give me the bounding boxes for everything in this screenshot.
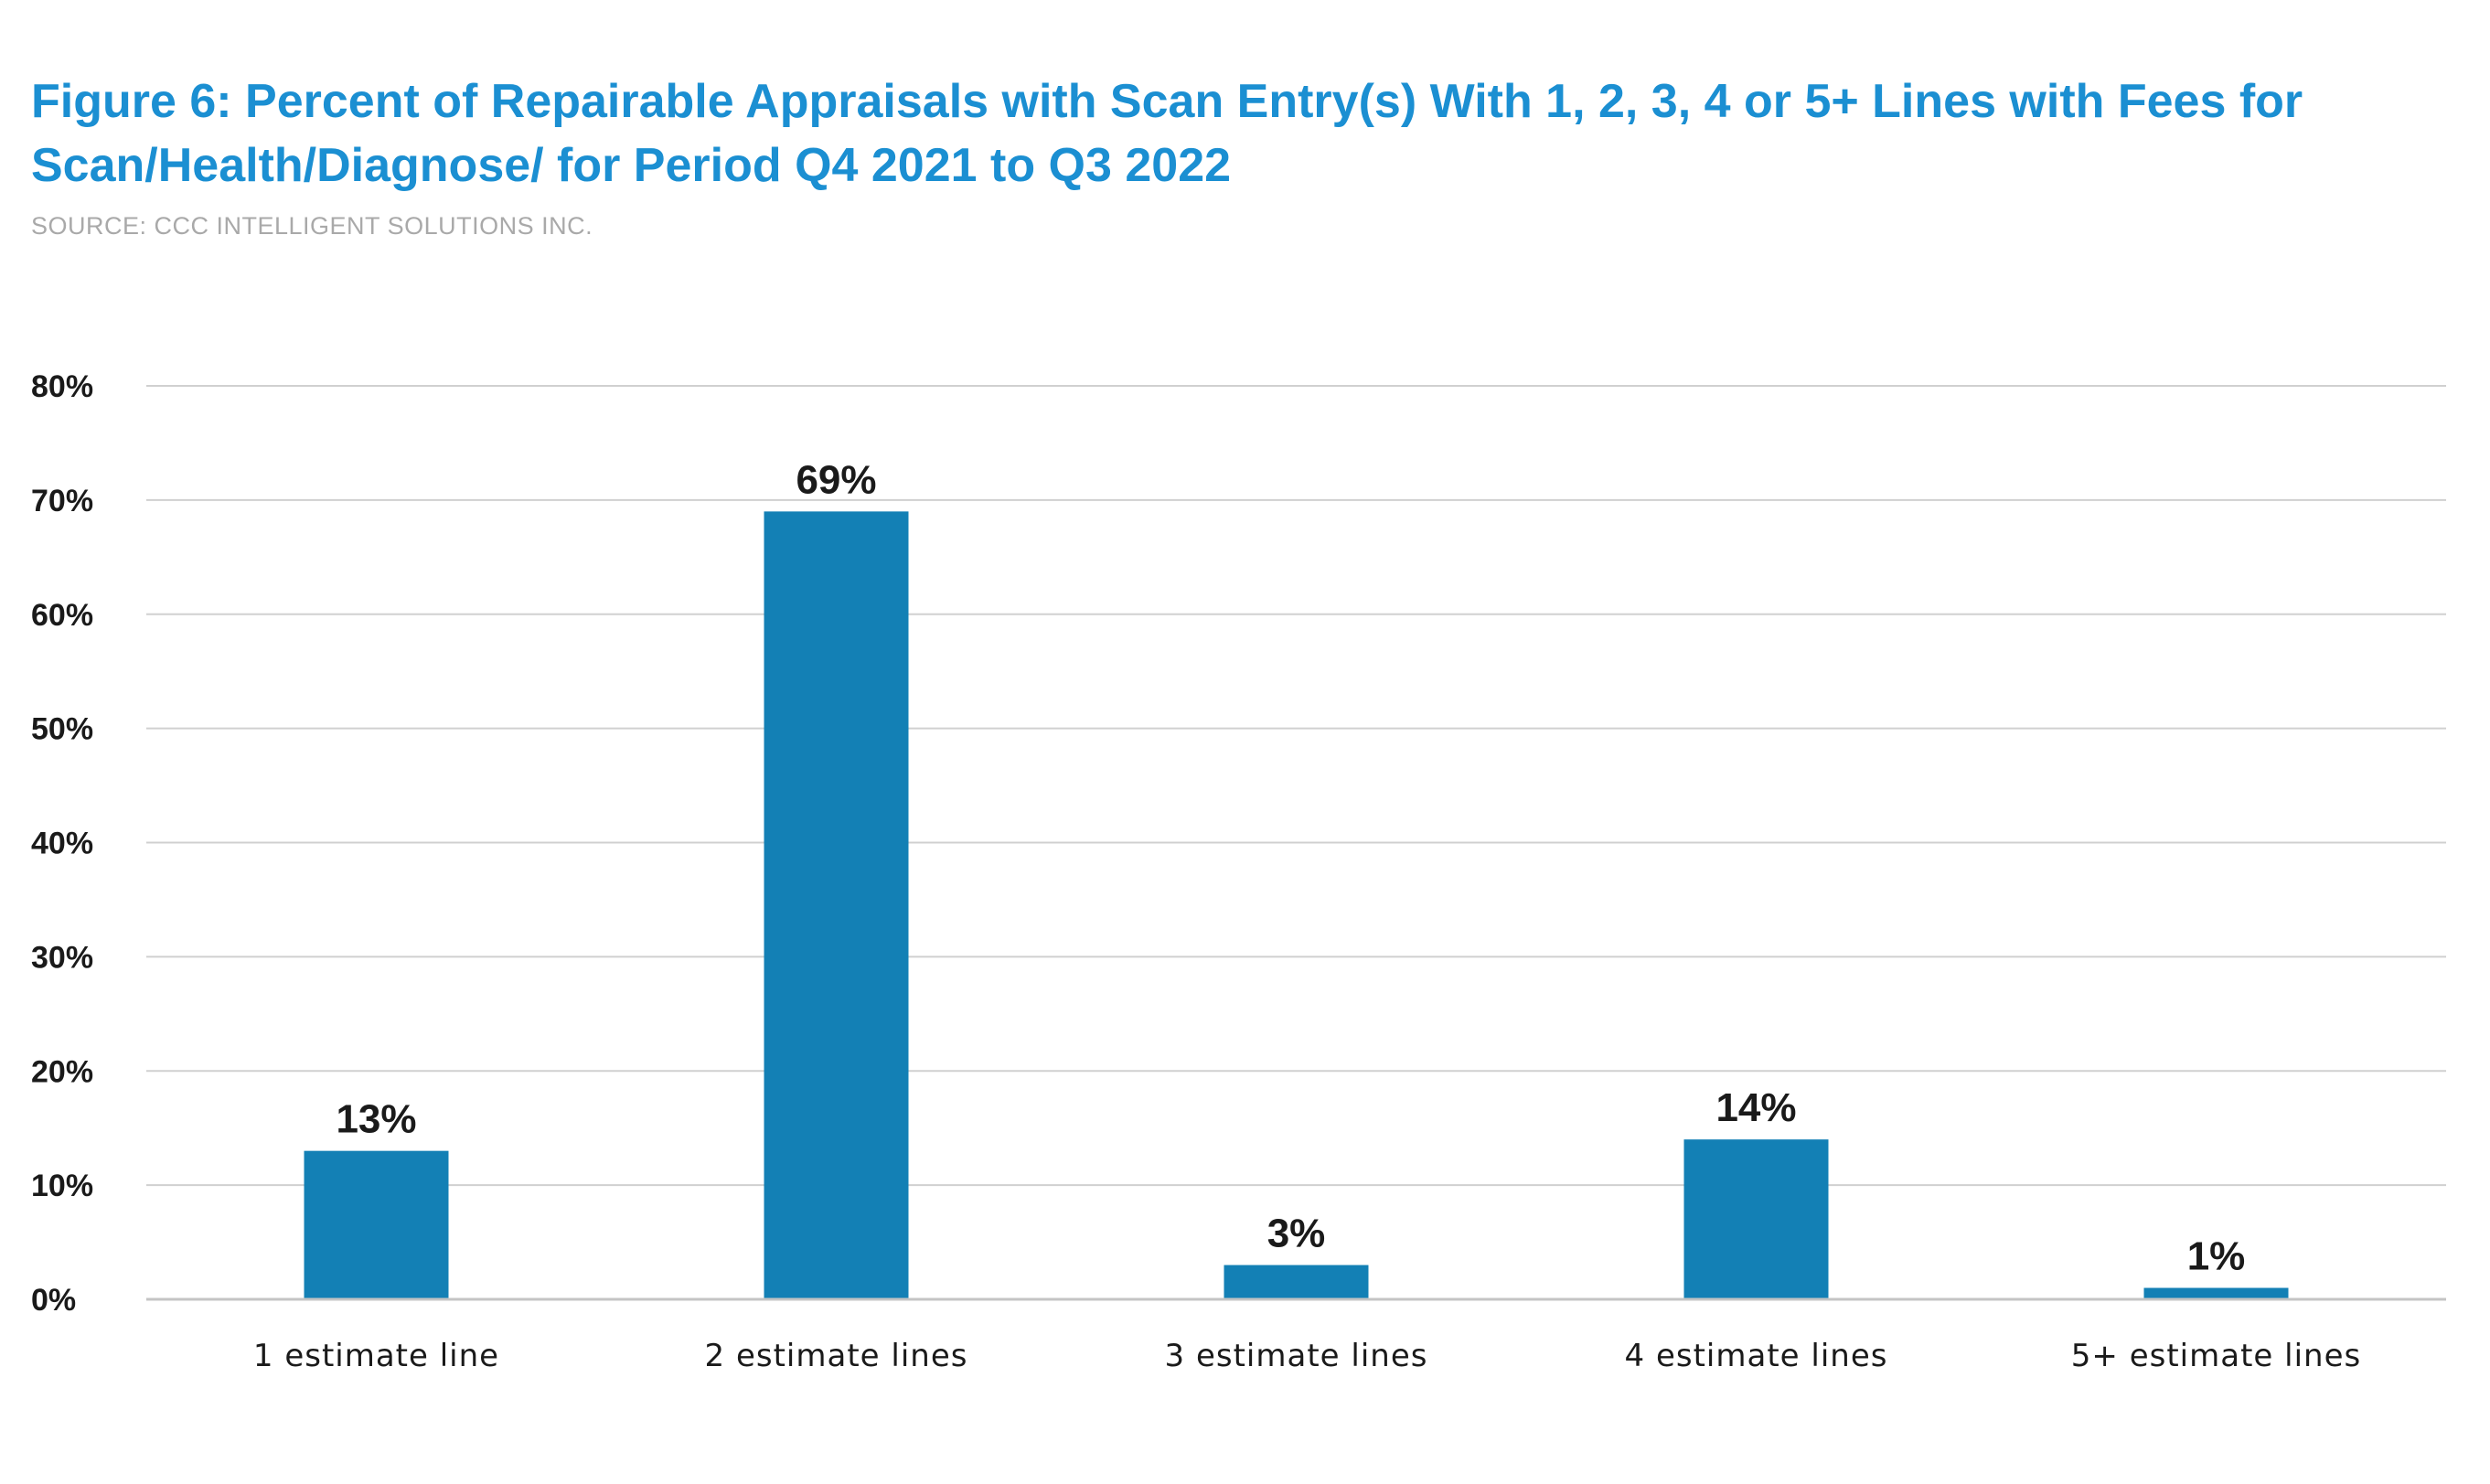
data-label: 69%	[796, 457, 876, 502]
data-label: 3%	[1267, 1212, 1326, 1256]
source-note: SOURCE: CCC INTELLIGENT SOLUTIONS INC.	[31, 212, 593, 240]
y-tick-label: 10%	[31, 1169, 93, 1203]
data-labels: 13% 69% 3% 14% 1%	[336, 457, 2245, 1278]
bar	[2143, 1287, 2289, 1298]
bar	[1683, 1139, 1829, 1298]
x-tick-label: 5+ estimate lines	[2071, 1338, 2361, 1374]
y-tick-label: 0%	[31, 1283, 76, 1318]
y-tick-label: 30%	[31, 940, 93, 975]
chart-title: Figure 6: Percent of Repairable Appraisa…	[31, 75, 2303, 192]
y-tick-label: 50%	[31, 712, 93, 747]
y-tick-label: 70%	[31, 484, 93, 518]
x-tick-label: 3 estimate lines	[1165, 1338, 1428, 1374]
data-label: 1%	[2187, 1234, 2246, 1279]
y-tick-label: 20%	[31, 1054, 93, 1089]
data-label: 14%	[1715, 1085, 1796, 1130]
x-tick-label: 4 estimate lines	[1625, 1338, 1888, 1374]
x-tick-label: 2 estimate lines	[705, 1338, 968, 1374]
y-tick-label: 60%	[31, 598, 93, 633]
bars	[304, 511, 2289, 1298]
bar	[1224, 1265, 1369, 1298]
y-tick-label: 40%	[31, 827, 93, 861]
x-axis-ticks: 1 estimate line 2 estimate lines 3 estimat…	[253, 1338, 2361, 1374]
gridlines	[146, 385, 2446, 1301]
bar	[304, 1150, 449, 1298]
bar	[764, 511, 909, 1298]
y-axis-ticks: 0% 10% 20% 30% 40% 50% 60% 70% 80%	[31, 369, 93, 1318]
x-tick-label: 1 estimate line	[253, 1338, 499, 1374]
y-tick-label: 80%	[31, 369, 93, 404]
data-label: 13%	[336, 1097, 416, 1142]
